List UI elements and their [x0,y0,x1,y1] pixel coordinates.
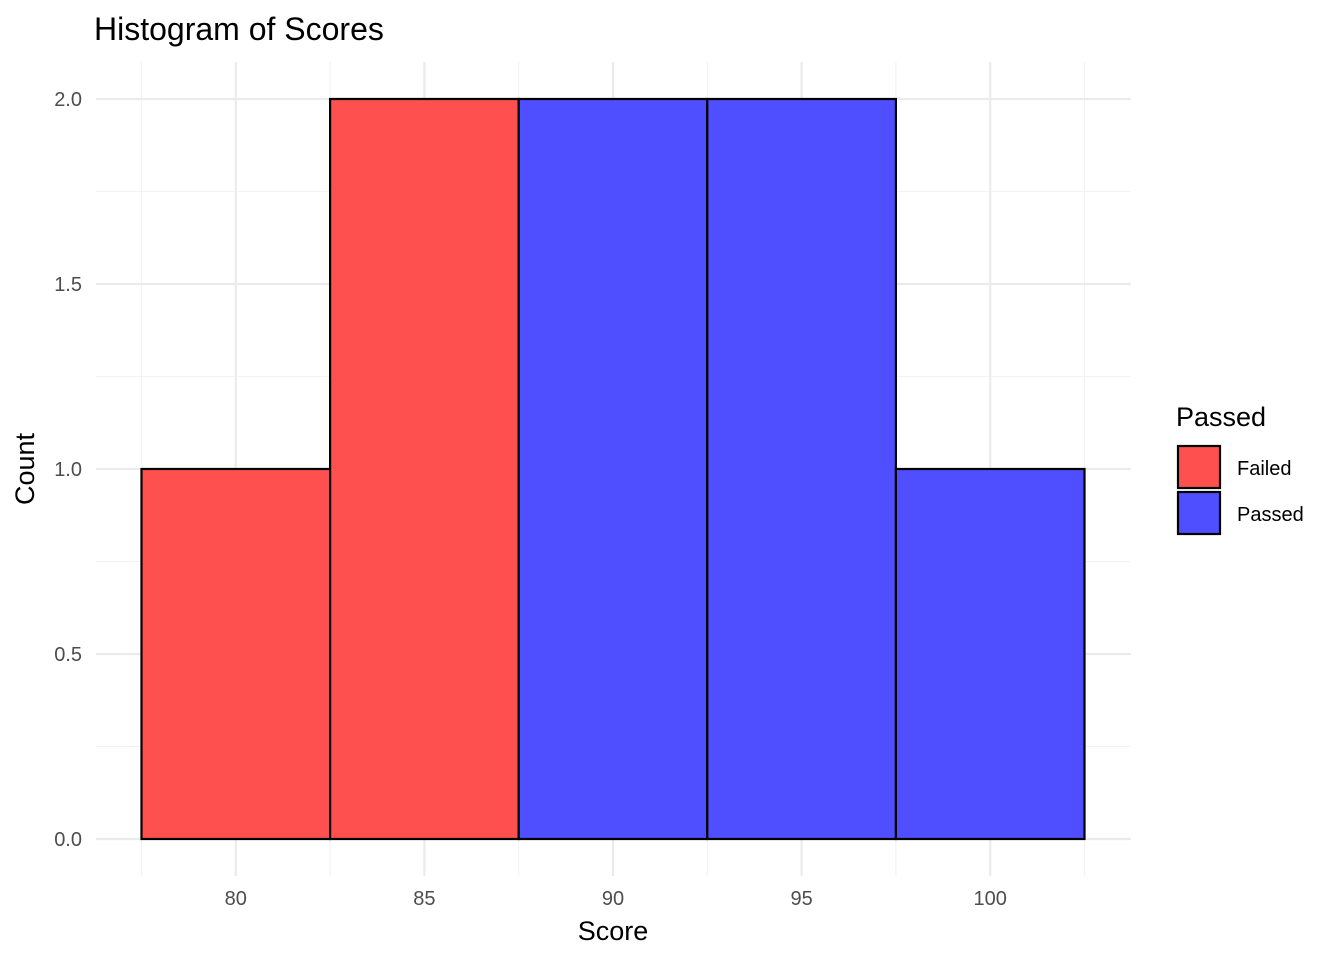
legend-label-passed: Passed [1237,504,1304,526]
y-tick-label: 1.5 [54,274,82,296]
legend-key-passed [1176,490,1222,536]
bars [140,97,1086,841]
legend-label-failed: Failed [1237,458,1291,480]
y-axis-ticks: 0.0 0.5 1.0 1.5 2.0 [54,89,82,851]
x-tick-label: 85 [413,888,435,910]
legend: Passed Failed Passed [1176,402,1304,536]
y-axis-title: Count [10,432,40,505]
x-tick-label: 90 [602,888,624,910]
histogram-bar-failed [329,97,520,841]
y-tick-label: 0.0 [54,829,82,851]
x-tick-label: 95 [790,888,812,910]
x-tick-label: 100 [974,888,1007,910]
x-axis-title: Score [578,916,649,946]
legend-title: Passed [1176,402,1266,432]
y-tick-label: 1.0 [54,459,82,481]
x-tick-label: 80 [225,888,247,910]
y-tick-label: 2.0 [54,89,82,111]
chart-title: Histogram of Scores [94,11,384,47]
histogram-bar-passed [894,467,1086,841]
histogram-bar-passed [706,97,897,841]
histogram-bar-passed [517,97,709,841]
y-tick-label: 0.5 [54,644,82,666]
histogram-bar-failed [140,467,332,841]
legend-key-failed [1176,444,1222,490]
x-axis-ticks: 80 85 90 95 100 [225,888,1007,910]
